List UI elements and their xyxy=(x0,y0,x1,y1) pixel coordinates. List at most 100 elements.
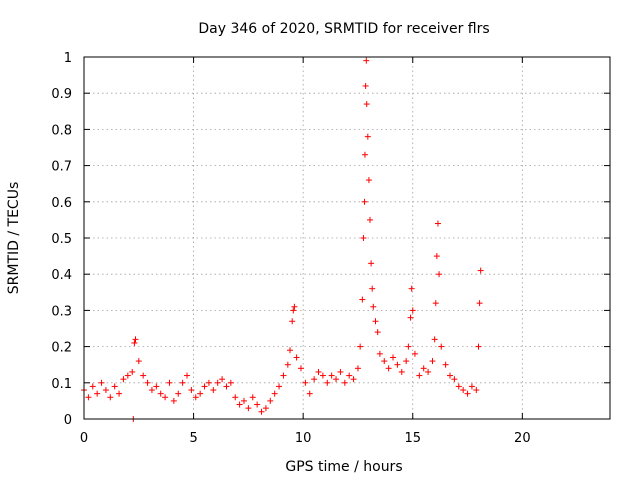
data-point xyxy=(197,390,204,397)
data-point xyxy=(376,350,383,357)
data-point xyxy=(214,379,221,386)
y-tick-label: 1 xyxy=(64,51,72,66)
data-point xyxy=(408,285,415,292)
data-point xyxy=(361,151,368,158)
data-point xyxy=(359,296,366,303)
data-point xyxy=(89,383,96,390)
data-point xyxy=(451,376,458,383)
data-point xyxy=(240,397,247,404)
x-tick-label: 15 xyxy=(404,431,421,446)
data-point xyxy=(219,376,226,383)
data-point xyxy=(364,133,371,140)
data-point xyxy=(271,390,278,397)
x-tick-label: 20 xyxy=(514,431,531,446)
data-point xyxy=(328,372,335,379)
y-tick: 0.8 xyxy=(51,123,610,138)
data-point xyxy=(362,82,369,89)
data-point xyxy=(372,318,379,325)
data-point xyxy=(131,339,138,346)
data-point xyxy=(297,365,304,372)
y-tick: 0.1 xyxy=(51,377,610,392)
x-tick-label: 5 xyxy=(189,431,197,446)
data-point xyxy=(434,220,441,227)
data-point xyxy=(473,387,480,394)
data-point xyxy=(370,303,377,310)
data-point xyxy=(350,376,357,383)
data-point xyxy=(468,383,475,390)
x-tick: 10 xyxy=(295,57,312,446)
data-point xyxy=(447,372,454,379)
x-tick: 20 xyxy=(514,57,531,446)
data-point xyxy=(175,390,182,397)
data-point xyxy=(98,379,105,386)
data-point xyxy=(166,379,173,386)
data-point xyxy=(249,394,256,401)
data-point xyxy=(442,361,449,368)
y-tick-label: 0.4 xyxy=(51,268,72,283)
data-point xyxy=(284,361,291,368)
x-tick-label: 10 xyxy=(295,431,312,446)
data-point xyxy=(341,379,348,386)
y-tick: 0.3 xyxy=(51,304,610,319)
data-point xyxy=(111,383,118,390)
data-point xyxy=(120,376,127,383)
data-point xyxy=(363,57,370,64)
data-point xyxy=(205,379,212,386)
axis-ticks: 0 5 10 15 20 0 0.1 0.2 0.3 0.4 0.5 0.6 0.7 0.8 0.9 1 xyxy=(51,51,610,446)
chart-title: Day 346 of 2020, SRMTID for receiver flr… xyxy=(198,21,489,37)
data-point xyxy=(129,368,136,375)
data-point xyxy=(357,343,364,350)
data-point xyxy=(374,329,381,336)
data-point xyxy=(354,365,361,372)
data-point xyxy=(411,350,418,357)
data-point xyxy=(276,383,283,390)
x-tick-label: 0 xyxy=(80,431,88,446)
data-point xyxy=(477,267,484,274)
data-point xyxy=(405,343,412,350)
y-tick-label: 0.2 xyxy=(51,341,72,356)
data-point xyxy=(144,379,151,386)
y-tick: 0 xyxy=(64,413,610,428)
data-point xyxy=(201,383,208,390)
y-tick-label: 0.7 xyxy=(51,160,72,175)
data-point xyxy=(398,368,405,375)
x-tick: 15 xyxy=(404,57,421,446)
data-point xyxy=(368,260,375,267)
data-point xyxy=(232,394,239,401)
data-point xyxy=(132,336,139,343)
data-point xyxy=(188,387,195,394)
data-point xyxy=(333,376,340,383)
data-point xyxy=(381,358,388,365)
data-point xyxy=(291,303,298,310)
y-tick-label: 0.9 xyxy=(51,87,72,102)
data-point xyxy=(135,358,142,365)
data-point xyxy=(267,397,274,404)
data-point xyxy=(460,387,467,394)
data-point xyxy=(302,379,309,386)
data-point xyxy=(311,376,318,383)
data-point xyxy=(236,401,243,408)
data-point xyxy=(116,390,123,397)
y-tick: 0.5 xyxy=(51,232,610,247)
data-point xyxy=(293,354,300,361)
data-point xyxy=(438,343,445,350)
x-tick: 5 xyxy=(189,57,198,446)
data-point xyxy=(476,300,483,307)
plot-area-frame xyxy=(83,56,611,420)
data-point xyxy=(455,383,462,390)
data-point xyxy=(346,372,353,379)
y-tick-label: 0.8 xyxy=(51,123,72,138)
data-points xyxy=(81,57,484,422)
y-tick-label: 0.3 xyxy=(51,304,72,319)
data-point xyxy=(192,394,199,401)
data-point xyxy=(179,379,186,386)
data-point xyxy=(140,372,147,379)
y-tick: 0.4 xyxy=(51,268,610,283)
data-point xyxy=(360,235,367,241)
data-point xyxy=(94,390,101,397)
data-point xyxy=(367,216,374,223)
y-tick: 0.7 xyxy=(51,160,610,175)
y-axis-label: SRMTID / TECUs xyxy=(6,182,22,295)
data-point xyxy=(416,372,423,379)
